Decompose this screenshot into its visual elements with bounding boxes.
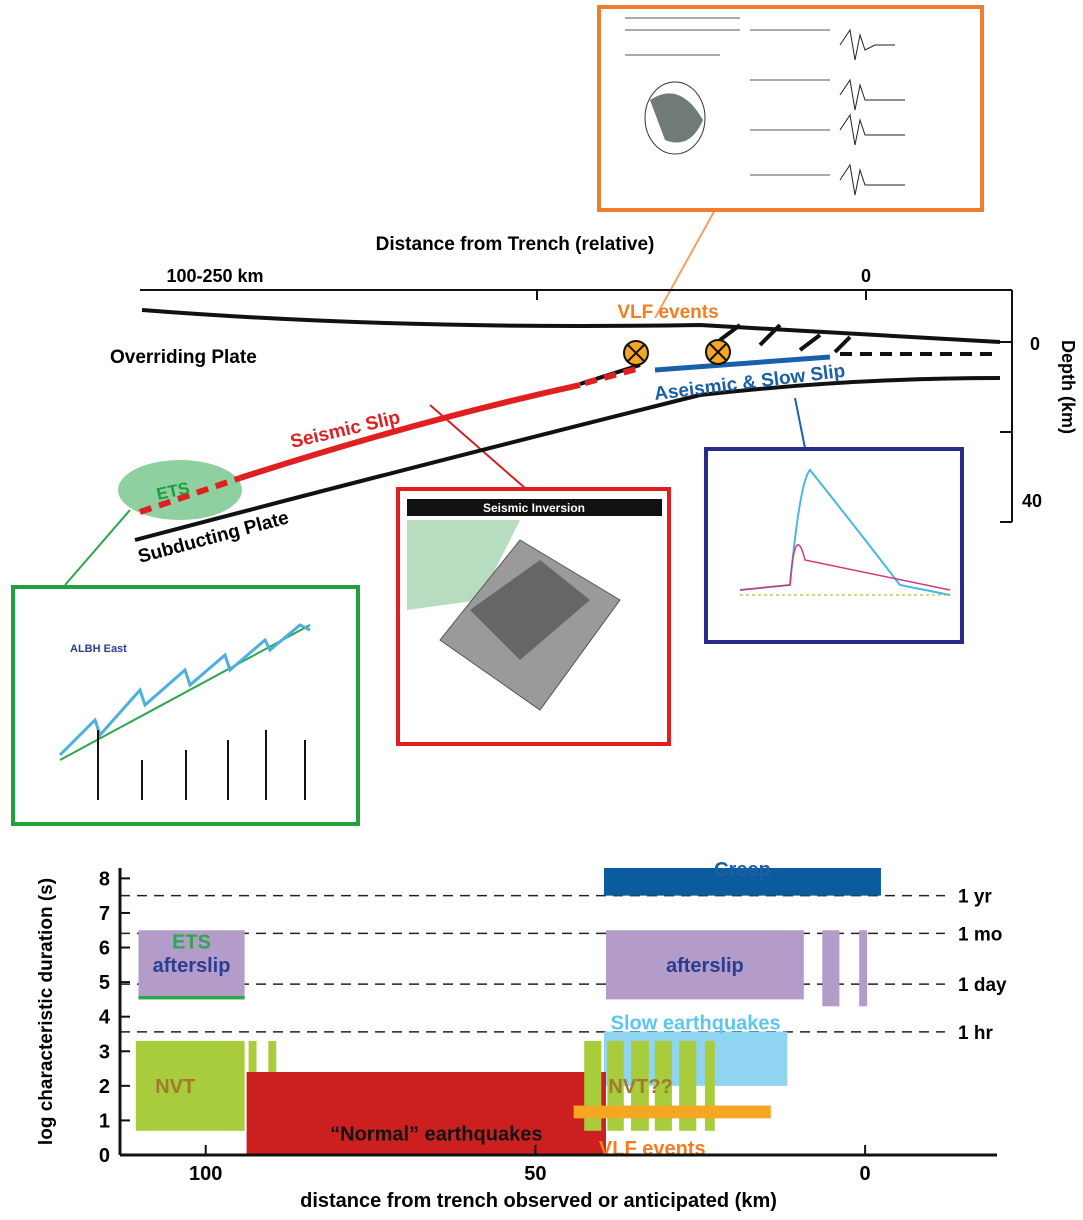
y-tick-label: 5 [99,972,110,994]
vlf-label: VLF events [617,302,718,323]
inset-vlf [599,7,982,318]
range-bar [822,930,839,1006]
x-tick-label: 100 [189,1163,222,1185]
inset-inversion: Seismic Inversion [398,405,669,744]
range-label: Slow earthquakes [611,1013,781,1035]
y-tick-label: 7 [99,903,110,925]
range-label: “Normal” earthquakes [330,1124,542,1146]
range-bar [574,1106,771,1119]
range-bar [138,996,244,999]
y-tick-label: 8 [99,868,110,890]
y-tick-label: 3 [99,1041,110,1063]
reference-label: 1 hr [958,1023,993,1044]
y-tick-label: 4 [99,1007,111,1029]
distance-label: 0 [861,266,871,286]
inset-gps: ALBH East [13,510,358,824]
range-label: afterslip [666,955,744,977]
range-label: NVT [155,1076,195,1098]
x-tick-label: 0 [860,1163,871,1185]
y-axis-title: log characteristic duration (s) [36,878,57,1145]
reference-label: 1 yr [958,887,992,908]
range-label: afterslip [153,955,231,977]
reference-label: 1 day [958,975,1007,996]
y-tick-label: 6 [99,938,110,960]
plate-label: Overriding Plate [110,347,257,368]
depth-label: 40 [1022,491,1042,511]
inset-title: ALBH East [70,643,127,655]
page: Seismic Inversion ALBH East Distance fro… [0,0,1083,1215]
range-label: ETS [172,932,211,954]
range-label: VLF events [599,1138,706,1160]
y-tick-label: 2 [99,1076,110,1098]
distance-label: 100-250 km [166,266,263,286]
figure: Seismic Inversion ALBH East Distance fro… [0,0,1083,1215]
y-tick-label: 0 [99,1145,110,1167]
inset-aseismic [706,398,962,642]
depth-label: 0 [1030,334,1040,354]
x-axis-title: distance from trench observed or anticip… [300,1190,777,1212]
y-tick-label: 1 [99,1110,110,1132]
x-tick-label: 50 [524,1163,546,1185]
range-label: Creep [714,859,771,881]
axis-title: Distance from Trench (relative) [376,234,655,255]
depth-title: Depth (km) [1058,340,1078,434]
reference-label: 1 mo [958,924,1002,945]
range-bar [859,930,867,1006]
inset-title: Seismic Inversion [483,501,585,515]
range-label: NVT?? [608,1076,672,1098]
